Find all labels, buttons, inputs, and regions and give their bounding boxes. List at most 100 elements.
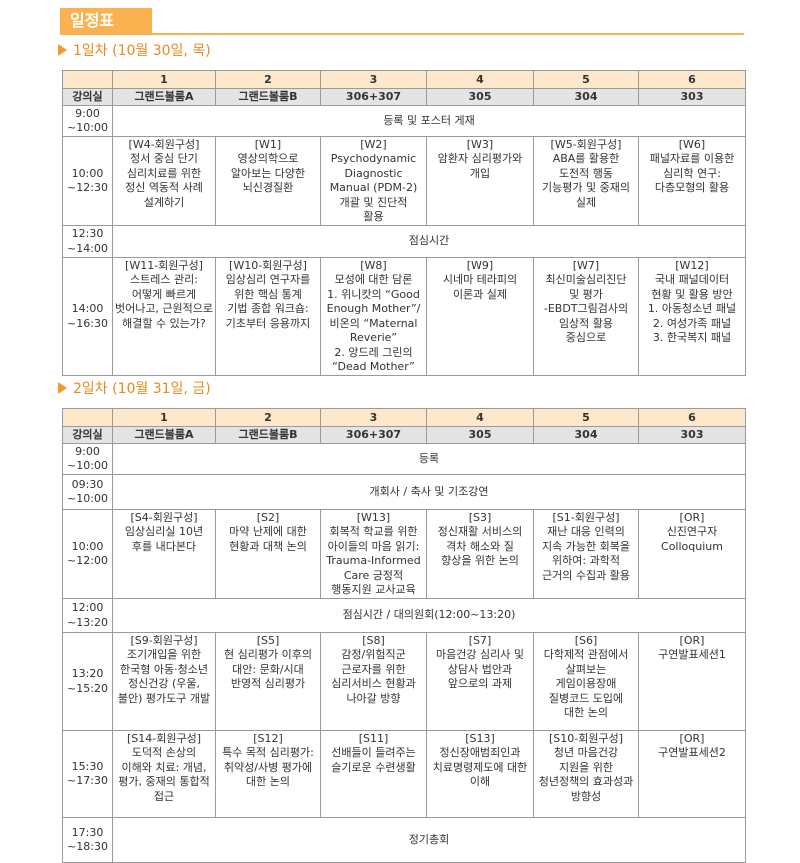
time-line: ~10:00 [67,121,108,134]
session-cell: [W12] 국내 패널데이터 현황 및 활용 방안 1. 아동청소년 패널 2. 여성가… [638,256,746,376]
session-line: 다학제적 관점에서 [543,648,629,661]
session-line: 향상을 위한 논의 [441,554,519,567]
session-line: “Dead Mother” [332,360,415,373]
session-line: 심리서비스 현황과 [331,677,416,690]
session-cell: [S5] 현 심리평가 이후의 대안: 문화/시대 반영적 심리평가 [215,631,321,731]
session-line: 질병코드 도입에 [548,691,624,705]
session-line: 선배들이 들려주는 [331,746,416,759]
session-line: [W8] [360,258,387,272]
session-cell: [S6] 다학제적 관점에서 살펴보는 게임이용장애 질병코드 도입에 대한 논의 [533,631,639,731]
corner-cell [62,70,113,89]
room-name: 그랜드볼룸B [215,88,321,106]
time-slot-row: 12:00 ~13:20 점심시간 / 대의원회(12:00~13:20) [62,597,746,633]
time-slot-row: 10:00 ~12:00 [S4-회원구성] 임상심리실 10년 후를 내다본다 [S2]… [62,508,746,599]
session-line: 현 심리평가 이후의 [224,648,312,661]
session-cell: [S7] 마음건강 심리사 및 상담사 법안과 앞으로의 과제 [426,631,534,731]
session-line: 심리학 연구: [663,166,721,180]
session-line: [W13] [356,510,391,524]
session-cell: [OR] 신진연구자 Colloquium [638,508,746,599]
time-cell: 14:00 ~16:30 [62,256,113,376]
corner-cell [62,408,113,427]
session-line: 현황 및 활용 방안 [651,287,733,301]
time-cell: 10:00 ~12:30 [62,135,113,226]
event-text: 점심시간 [408,234,450,248]
session-line: 재난 대응 인력의 [547,525,625,538]
room-name: 그랜드볼룸B [215,426,321,444]
session-cell: [W6] 패널자료를 이용한 심리학 연구: 다층모형의 활용 [638,135,746,226]
session-line: [S11] [358,731,389,745]
session-line: 2. 여성가족 패널 [652,316,732,330]
session-line: 현황과 대책 논의 [229,539,307,553]
session-cell: [S14-회원구성] 도덕적 손상의 이해와 치료: 개념, 평가, 중재의 통합적 접… [112,729,216,818]
session-line: [S7] [468,633,492,647]
session-line: 중심으로 [565,331,607,344]
session-line: 정신 역동적 사례 [125,181,203,194]
common-event: 점심시간 / 대의원회(12:00~13:20) [112,597,746,633]
time-line: 12:30 [71,227,104,240]
session-line: 정신재활 서비스의 [437,525,523,538]
time-line: 14:00 [71,302,104,315]
session-line: 이해 [469,775,491,788]
session-cell: [W11-회원구성] 스트레스 관리: 어떻게 빠르게 벗어나고, 근원적으로 해결할 … [112,256,216,376]
time-line: 17:30 [71,825,104,839]
time-cell: 13:20 ~15:20 [62,631,113,731]
session-line: 1. 아동청소년 패널 [647,302,737,315]
column-number: 5 [533,70,639,89]
day-section: 2일차 (10월 31일, 금) 1 2 3 4 5 6 강의실 그랜드볼룸A 그랜드볼룸B 30… [58,380,746,863]
session-line: 접근 [153,789,175,803]
time-cell: 10:00 ~12:00 [62,508,113,599]
time-slot-row: 10:00 ~12:30 [W4-회원구성] 정서 중심 단기 심리치료를 위한 정신 역… [62,135,746,226]
session-line: 위한 핵심 통계 [234,287,302,301]
session-line: 청년정책의 효과성과 [538,775,634,788]
day-title: 2일차 (10월 31일, 금) [73,381,211,397]
time-slot-row: 17:30 ~18:30 정기총회 [62,816,746,863]
session-cell: [W5-회원구성] ABA를 활용한 도전적 행동 기능평가 및 중재의 실제 [533,135,639,226]
session-line: 패널자료를 이용한 [649,152,735,165]
session-line: 격차 해소와 질 [446,539,514,553]
time-line: ~10:00 [67,492,108,505]
time-line: 12:00 [71,601,104,614]
session-line: 근로자를 위한 [341,662,406,676]
session-line: 벗어나고, 근원적으로 [114,302,214,315]
common-event: 점심시간 [112,224,746,258]
session-line: 지원을 위한 [558,760,614,774]
column-number: 6 [638,70,746,89]
time-line: ~13:20 [67,615,108,629]
session-line: 아이들의 마음 읽기: [327,539,420,553]
time-line: ~16:30 [67,316,108,330]
session-line: 이해와 치료: 개념, [121,760,207,774]
room-name: 303 [638,88,746,106]
column-number: 1 [112,408,216,427]
session-line: [S13] [465,731,495,745]
session-line: [W3] [466,137,494,151]
session-line: [S1-회원구성] [552,510,620,524]
session-line: 이론과 실제 [452,287,508,301]
title-rule [60,33,744,35]
session-line: 암환자 심리평가와 [437,152,523,165]
session-line: [S10-회원구성] [548,731,623,745]
room-name: 304 [533,88,639,106]
day-heading: 2일차 (10월 31일, 금) [58,380,746,398]
column-number: 3 [320,408,427,427]
session-line: [S8] [362,633,385,647]
session-line: 및 평가 [569,287,603,301]
day-section: 1일차 (10월 30일, 목) 1 2 3 4 5 6 강의실 그랜드볼룸A 그랜드볼룸B 30… [58,42,746,376]
time-line: ~14:00 [67,241,108,255]
session-line: 최신미술심리진단 [545,273,627,286]
column-number: 4 [426,70,534,89]
session-line: 임상적 활용 [558,316,614,330]
session-line: Colloquium [661,539,723,553]
session-line: 지속 가능한 회복을 [542,539,630,553]
time-line: ~10:00 [67,459,108,472]
day-title: 1일차 (10월 30일, 목) [73,43,211,59]
room-row: 강의실 그랜드볼룸A 그랜드볼룸B 306+307 305 304 303 [62,426,746,444]
session-line: [S14-회원구성] [126,731,201,745]
session-cell: [S4-회원구성] 임상심리실 10년 후를 내다본다 [112,508,216,599]
common-event: 등록 [112,442,746,475]
room-name: 305 [426,426,534,444]
session-line: 앞으로의 과제 [447,677,513,690]
time-slot-row: 9:00 ~10:00 등록 [62,442,746,475]
time-slot-row: 12:30 ~14:00 점심시간 [62,224,746,258]
session-line: 기법 종합 워크숍: [227,302,309,315]
